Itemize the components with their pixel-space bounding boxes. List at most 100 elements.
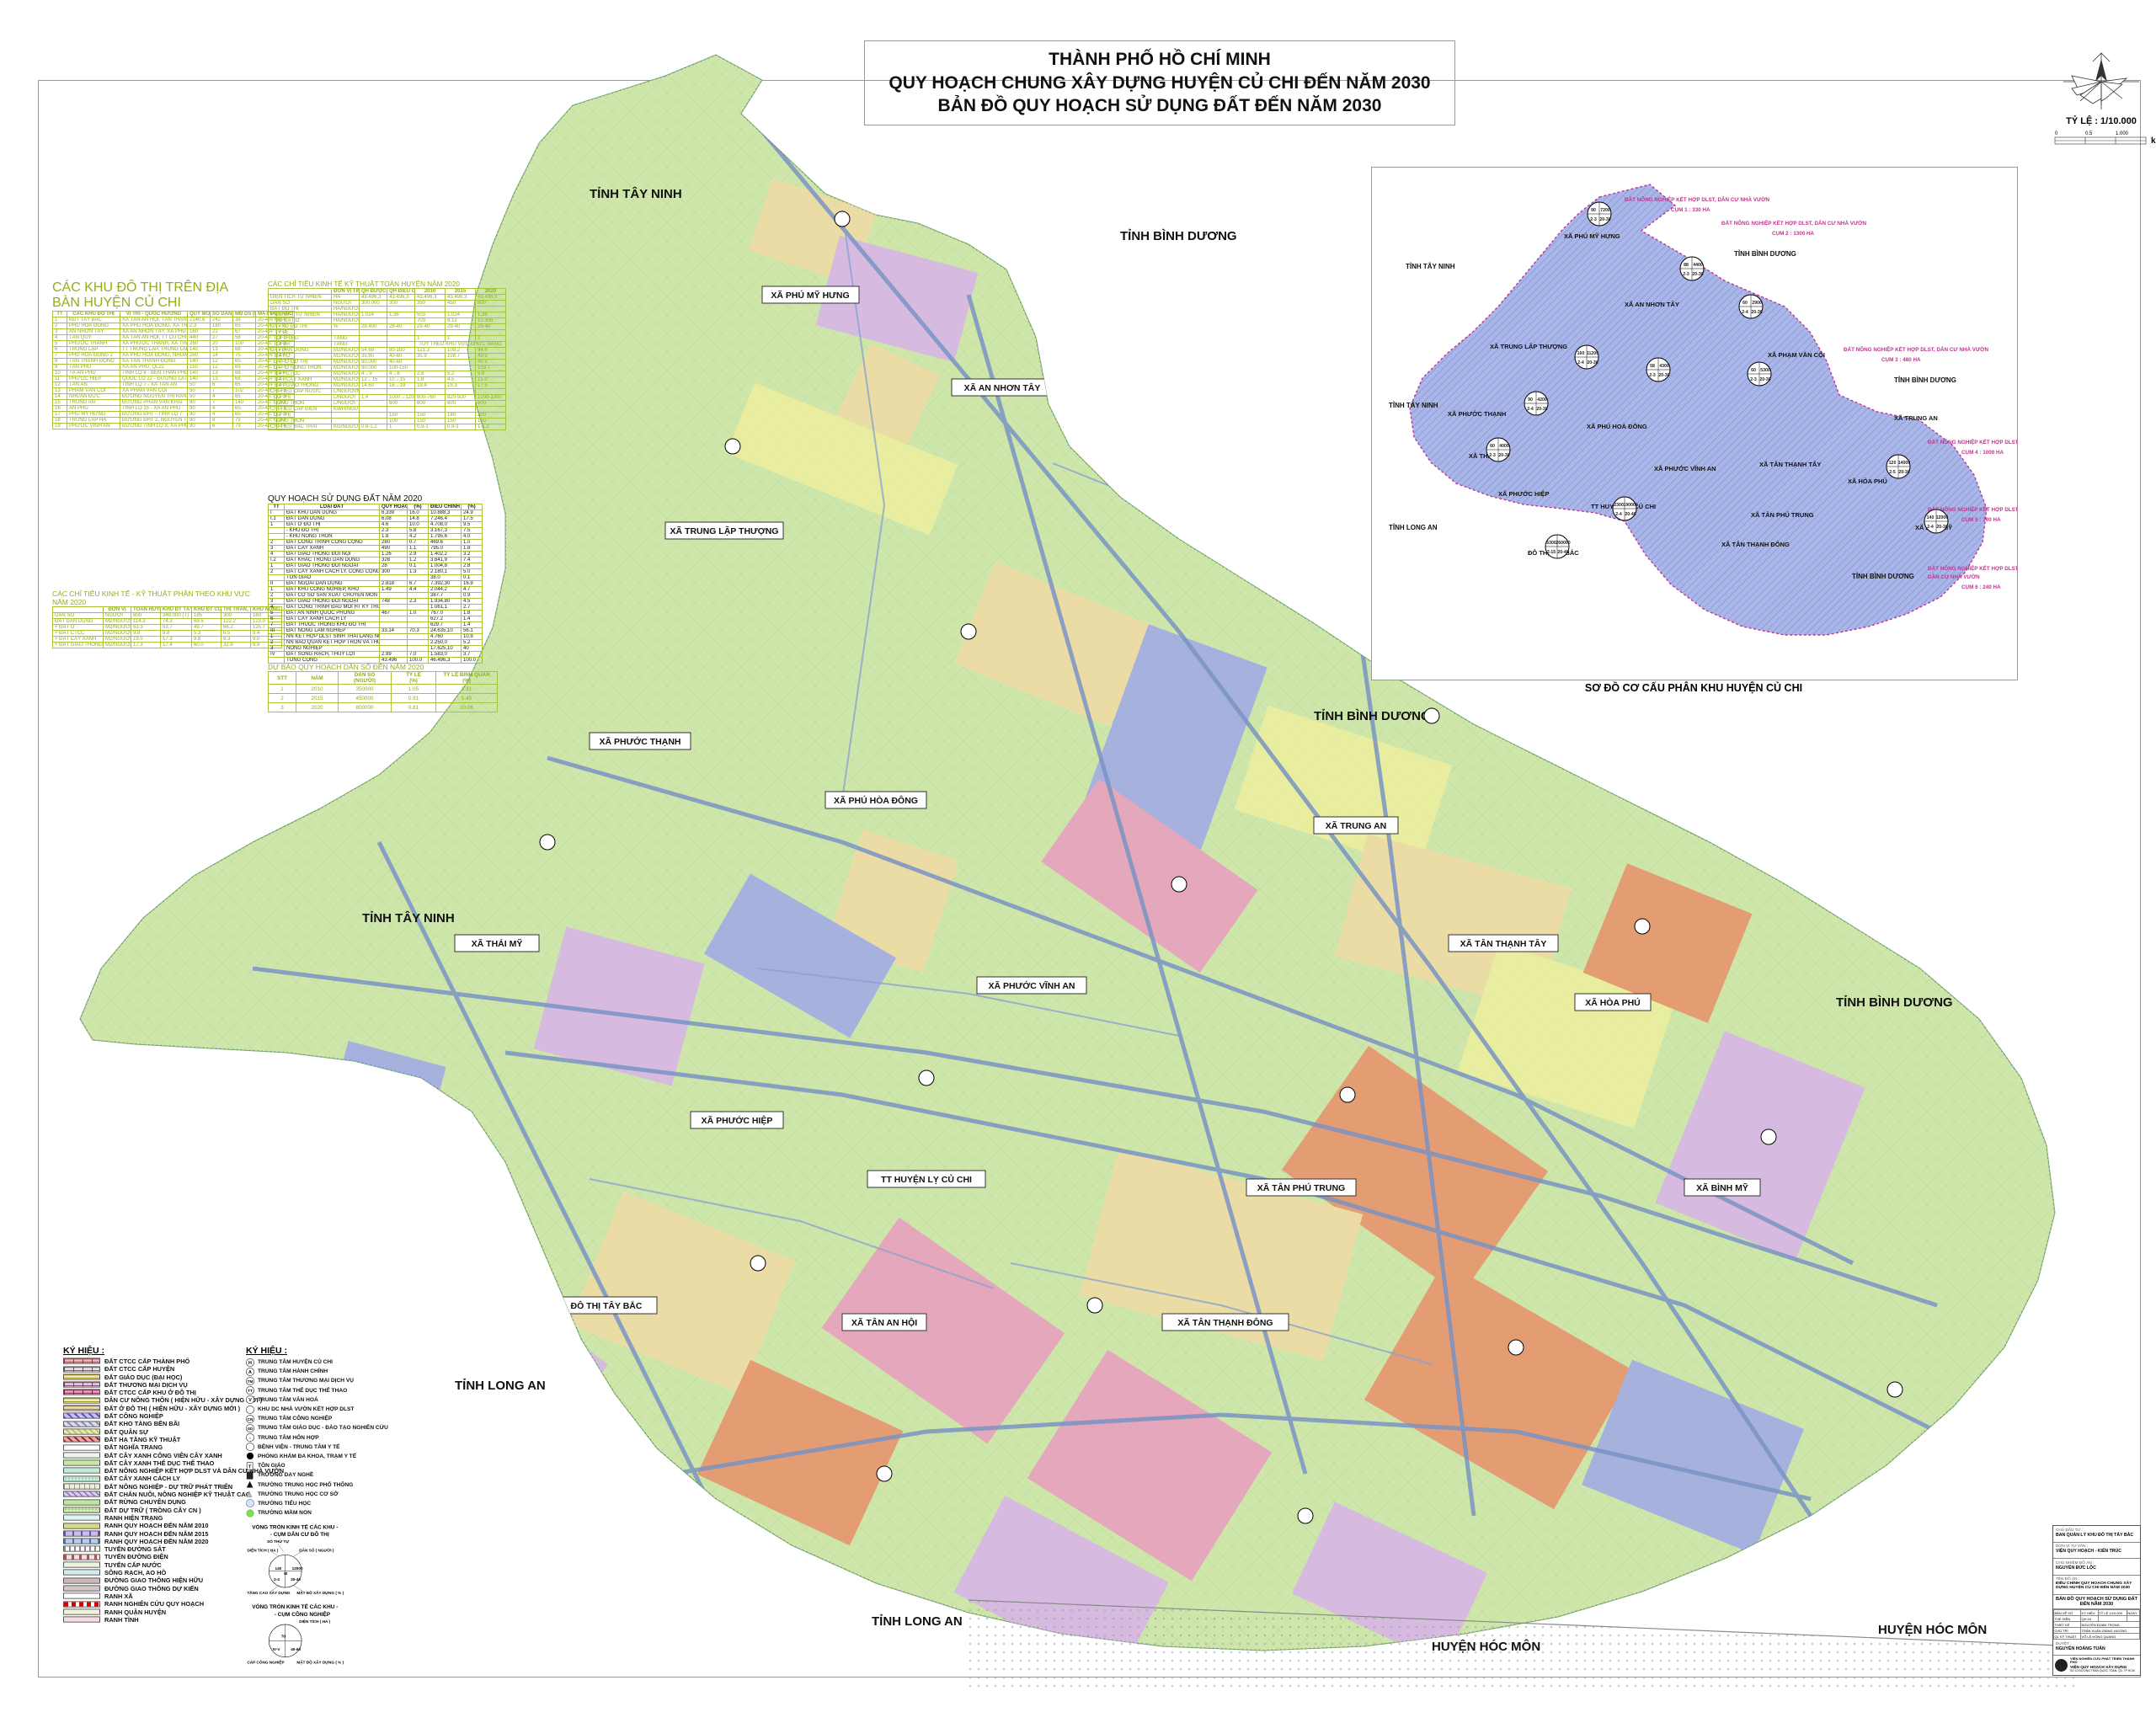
svg-text:160: 160 (1577, 351, 1585, 356)
svg-text:7200: 7200 (1600, 208, 1610, 213)
svg-text:TỈNH BÌNH DƯƠNG: TỈNH BÌNH DƯƠNG (1852, 573, 1914, 580)
svg-text:XÃ PHƯỚC THẠNH: XÃ PHƯỚC THẠNH (599, 736, 680, 747)
svg-text:2-4: 2-4 (1615, 512, 1622, 517)
svg-text:DÂN SỐ ( NGƯỜI ): DÂN SỐ ( NGƯỜI ) (299, 1547, 334, 1553)
svg-text:60: 60 (1490, 444, 1495, 449)
svg-text:XÃ PHẠM VĂN CỘI: XÃ PHẠM VĂN CỘI (1130, 475, 1210, 486)
svg-text:-: - (249, 1436, 251, 1441)
svg-text:60: 60 (1742, 301, 1748, 306)
svg-text:4400: 4400 (1693, 263, 1703, 268)
svg-text:90: 90 (1528, 397, 1533, 403)
svg-text:2900: 2900 (1752, 301, 1762, 306)
svg-text:DÂN CƯ NHÀ VƯỜN: DÂN CƯ NHÀ VƯỜN (1928, 573, 1980, 580)
svg-text:A: A (248, 1370, 252, 1375)
svg-text:CỤM 6 : 240 HA: CỤM 6 : 240 HA (1961, 584, 2001, 590)
svg-text:XÃ TÂN AN HỘI: XÃ TÂN AN HỘI (851, 1317, 917, 1328)
svg-text:88: 88 (1684, 263, 1689, 268)
svg-text:CỤM 3 : 480 HA: CỤM 3 : 480 HA (1881, 357, 1921, 363)
svg-text:XÃ THÁI MỸ: XÃ THÁI MỸ (472, 938, 523, 949)
svg-text:TM: TM (248, 1379, 253, 1384)
svg-text:XÃ TRUNG AN: XÃ TRUNG AN (1894, 414, 1938, 422)
svg-text:140: 140 (275, 1566, 282, 1571)
svg-text:HUYỆN HÓC MÔN: HUYỆN HÓC MÔN (1878, 1622, 1987, 1637)
svg-text:2-3: 2-3 (1683, 272, 1689, 277)
svg-text:2-4: 2-4 (1927, 525, 1934, 530)
svg-text:km: km (2151, 136, 2156, 146)
svg-text:2-4: 2-4 (1527, 407, 1534, 412)
svg-text:XÃ PHẠM VĂN CỘI: XÃ PHẠM VĂN CỘI (1768, 351, 1825, 359)
svg-text:CẤP CÔNG NGHIỆP: CẤP CÔNG NGHIỆP (247, 1659, 284, 1665)
svg-text:4000: 4000 (1499, 444, 1509, 449)
svg-text:XÃ TÂN THẠNH ĐÔNG: XÃ TÂN THẠNH ĐÔNG (1721, 541, 1790, 548)
svg-text:XÃ PHƯỚC HIỆP: XÃ PHƯỚC HIỆP (1498, 490, 1550, 498)
svg-text:TỈNH LONG AN: TỈNH LONG AN (1389, 524, 1438, 531)
svg-text:2-4: 2-4 (274, 1577, 280, 1582)
svg-text:20-30: 20-30 (1751, 310, 1762, 315)
svg-text:- CỤM CÔNG NGHIỆP: - CỤM CÔNG NGHIỆP (275, 1610, 331, 1618)
svg-text:20-30: 20-30 (1692, 272, 1703, 277)
svg-text:DIỆN TÍCH ( HA ): DIỆN TÍCH ( HA ) (247, 1547, 278, 1553)
svg-text:XÃ PHƯỚC VĨNH AN: XÃ PHƯỚC VĨNH AN (988, 980, 1075, 991)
svg-text:XÃ PHÚ HÒA ĐÔNG: XÃ PHÚ HÒA ĐÔNG (834, 795, 918, 806)
svg-text:2-4: 2-4 (1742, 310, 1748, 315)
svg-text:ĐẤT NÔNG NGHIỆP KẾT HỢP DLST,: ĐẤT NÔNG NGHIỆP KẾT HỢP DLST, DÂN CƯ NHÀ… (1844, 344, 1989, 353)
svg-text:XÃ TÂN PHÚ TRUNG: XÃ TÂN PHÚ TRUNG (1257, 1182, 1345, 1193)
svg-text:XÃ TÂN THẠNH TÂY: XÃ TÂN THẠNH TÂY (1759, 461, 1821, 468)
svg-text:XÃ AN NHƠN TÂY: XÃ AN NHƠN TÂY (964, 382, 1041, 393)
svg-text:XÃ PHƯỚC HIỆP: XÃ PHƯỚC HIỆP (702, 1115, 773, 1126)
svg-text:XÃ AN NHƠN TÂY: XÃ AN NHƠN TÂY (1625, 301, 1679, 308)
svg-text:GD: GD (248, 1427, 253, 1431)
svg-text:TT HUYỆN LỴ CỦ CHI: TT HUYỆN LỴ CỦ CHI (881, 1174, 972, 1185)
svg-text:20-40: 20-40 (1625, 512, 1636, 517)
svg-text:58: 58 (1650, 364, 1655, 369)
svg-text:CỤM 2 : 1300 HA: CỤM 2 : 1300 HA (1772, 231, 1814, 237)
svg-text:5300: 5300 (1546, 541, 1556, 546)
svg-text:ĐẤT NÔNG NGHIỆP KẾT HỢP DLST,: ĐẤT NÔNG NGHIỆP KẾT HỢP DLST, DÂN CƯ NHÀ… (1721, 218, 1867, 227)
svg-text:CN: CN (248, 1417, 253, 1422)
svg-text:20-30: 20-30 (1536, 407, 1547, 412)
svg-text:TỈNH TÂY NINH: TỈNH TÂY NINH (1389, 402, 1438, 409)
svg-text:XÃ PHÚ HOÀ ĐÔNG: XÃ PHÚ HOÀ ĐÔNG (1587, 423, 1647, 430)
svg-text:VÒNG TRÒN KINH TẾ CÁC KHU -: VÒNG TRÒN KINH TẾ CÁC KHU - (252, 1602, 338, 1610)
svg-text:- CỤM DÂN CƯ ĐÔ THỊ: - CỤM DÂN CƯ ĐÔ THỊ (270, 1530, 329, 1538)
svg-text:TỈNH TÂY NINH: TỈNH TÂY NINH (362, 910, 455, 926)
svg-text:260000: 260000 (1556, 541, 1570, 546)
svg-text:12000: 12000 (292, 1566, 303, 1571)
svg-text:DIỆN TÍCH ( HA ): DIỆN TÍCH ( HA ) (299, 1618, 330, 1624)
svg-text:H: H (248, 1361, 252, 1366)
svg-text:TỶ LỆ : 1/10.000: TỶ LỆ : 1/10.000 (2066, 115, 2137, 126)
svg-text:1.000: 1.000 (2116, 131, 2129, 136)
svg-text:XÃ PHÚ MỸ HƯNG: XÃ PHÚ MỸ HƯNG (1564, 232, 1620, 240)
svg-text:20-40: 20-40 (291, 1577, 301, 1582)
svg-text:70: 70 (281, 1635, 286, 1639)
svg-text:0: 0 (2055, 131, 2058, 136)
svg-text:4300: 4300 (1659, 364, 1669, 369)
svg-text:TẦNG CAO XÂY DỰNG: TẦNG CAO XÂY DỰNG (247, 1590, 290, 1595)
svg-text:4200: 4200 (1537, 397, 1547, 403)
svg-text:XÃ BÌNH MỸ: XÃ BÌNH MỸ (1696, 1182, 1748, 1193)
svg-text:XÃ PHƯỚC VĨNH AN: XÃ PHƯỚC VĨNH AN (1654, 465, 1716, 472)
svg-text:14000: 14000 (1898, 461, 1911, 466)
svg-text:2-4: 2-4 (1577, 360, 1584, 365)
svg-text:20-30: 20-30 (1936, 525, 1947, 530)
svg-text:11200: 11200 (1587, 351, 1598, 356)
svg-text:ĐÔ THỊ TÂY BẮC: ĐÔ THỊ TÂY BẮC (571, 1300, 643, 1311)
svg-text:120: 120 (1889, 461, 1897, 466)
svg-text:TỈNH BÌNH DƯƠNG: TỈNH BÌNH DƯƠNG (1836, 995, 1953, 1010)
svg-text:TT: TT (248, 1389, 253, 1393)
svg-text:IV-V: IV-V (273, 1647, 281, 1651)
svg-text:TỈNH BÌNH DƯƠNG: TỈNH BÌNH DƯƠNG (1120, 229, 1237, 243)
svg-text:2300: 2300 (1614, 503, 1624, 508)
svg-text:90: 90 (1591, 208, 1596, 213)
svg-text:V: V (248, 1398, 252, 1403)
svg-text:2-3: 2-3 (1649, 373, 1656, 378)
svg-text:XÃ TÂN THẠNH ĐÔNG: XÃ TÂN THẠNH ĐÔNG (1177, 1317, 1273, 1328)
svg-text:TỈNH BÌNH DƯƠNG: TỈNH BÌNH DƯƠNG (1734, 250, 1796, 258)
svg-text:2-5: 2-5 (1889, 470, 1896, 475)
svg-text:CỤM 4 : 1000 HA: CỤM 4 : 1000 HA (1961, 450, 2004, 456)
svg-text:20-30: 20-30 (1599, 217, 1610, 222)
svg-text:0.5: 0.5 (2085, 131, 2093, 136)
svg-text:TỈNH TÂY NINH: TỈNH TÂY NINH (590, 186, 682, 201)
svg-text:TỈNH LONG AN: TỈNH LONG AN (872, 1614, 963, 1629)
svg-text:XÃ PHƯỚC THẠNH: XÃ PHƯỚC THẠNH (1448, 410, 1506, 418)
